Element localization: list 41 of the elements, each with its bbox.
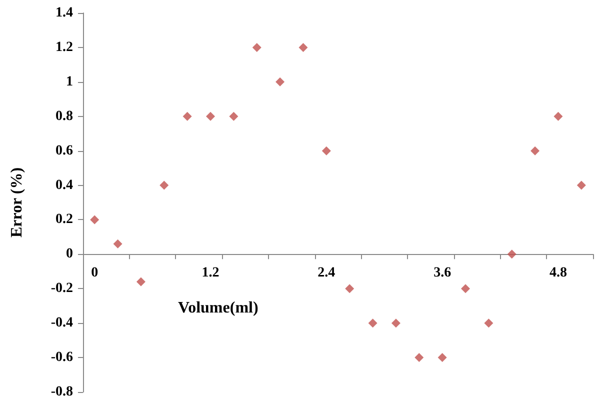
y-tick-label: 0 (66, 246, 73, 262)
x-tick-label: 0 (91, 266, 98, 281)
y-tick-label: 1.2 (56, 40, 73, 55)
point (276, 77, 285, 86)
point (160, 180, 169, 190)
x-axis-title: Volume(ml) (178, 300, 258, 316)
point (368, 318, 378, 328)
point (438, 353, 447, 362)
y-axis-title: Error (%) (8, 167, 26, 238)
point (507, 250, 516, 259)
y-tick-label: -0.6 (50, 350, 73, 366)
point (461, 284, 470, 294)
y-tick-label: 0.6 (56, 143, 73, 158)
point (322, 146, 331, 156)
y-tick-label: -0.8 (50, 384, 73, 400)
point (530, 146, 540, 156)
point (298, 42, 308, 52)
y-tick-label: 1 (66, 74, 73, 90)
point (136, 277, 146, 286)
y-tick-label: -0.4 (50, 316, 73, 331)
point (484, 318, 494, 328)
x-tick-label: 2.4 (318, 266, 336, 281)
point (345, 284, 354, 294)
point (206, 112, 215, 121)
point (229, 112, 238, 121)
y-tick-label: 0.8 (56, 108, 73, 124)
point (391, 318, 400, 328)
y-tick-label: -0.2 (50, 281, 73, 296)
point (90, 215, 100, 224)
x-tick-label: 1.2 (202, 266, 220, 281)
point (414, 353, 424, 362)
x-tick-label: 4.8 (549, 266, 567, 281)
point (576, 180, 586, 190)
x-tick-label: 3.6 (434, 266, 452, 281)
point (113, 239, 122, 248)
point (554, 112, 563, 121)
y-tick-label: 1.4 (56, 6, 73, 20)
point (182, 112, 192, 121)
point (252, 42, 262, 52)
y-tick-label: 0.4 (56, 178, 73, 193)
y-tick-label: 0.2 (56, 212, 73, 228)
